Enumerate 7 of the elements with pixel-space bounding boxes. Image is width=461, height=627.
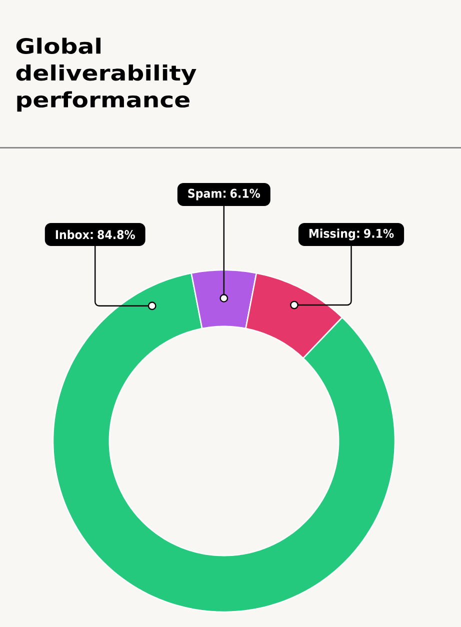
slice-label: Inbox <box>56 230 90 240</box>
data-label: 6.1% <box>230 188 260 198</box>
data-label: 84.8% <box>98 230 135 240</box>
chart-title: Global deliverability performance <box>16 38 196 112</box>
slice-label: Missing <box>309 228 355 240</box>
data-label: 9.1% <box>364 228 394 238</box>
slice-label: Spam <box>188 188 222 200</box>
